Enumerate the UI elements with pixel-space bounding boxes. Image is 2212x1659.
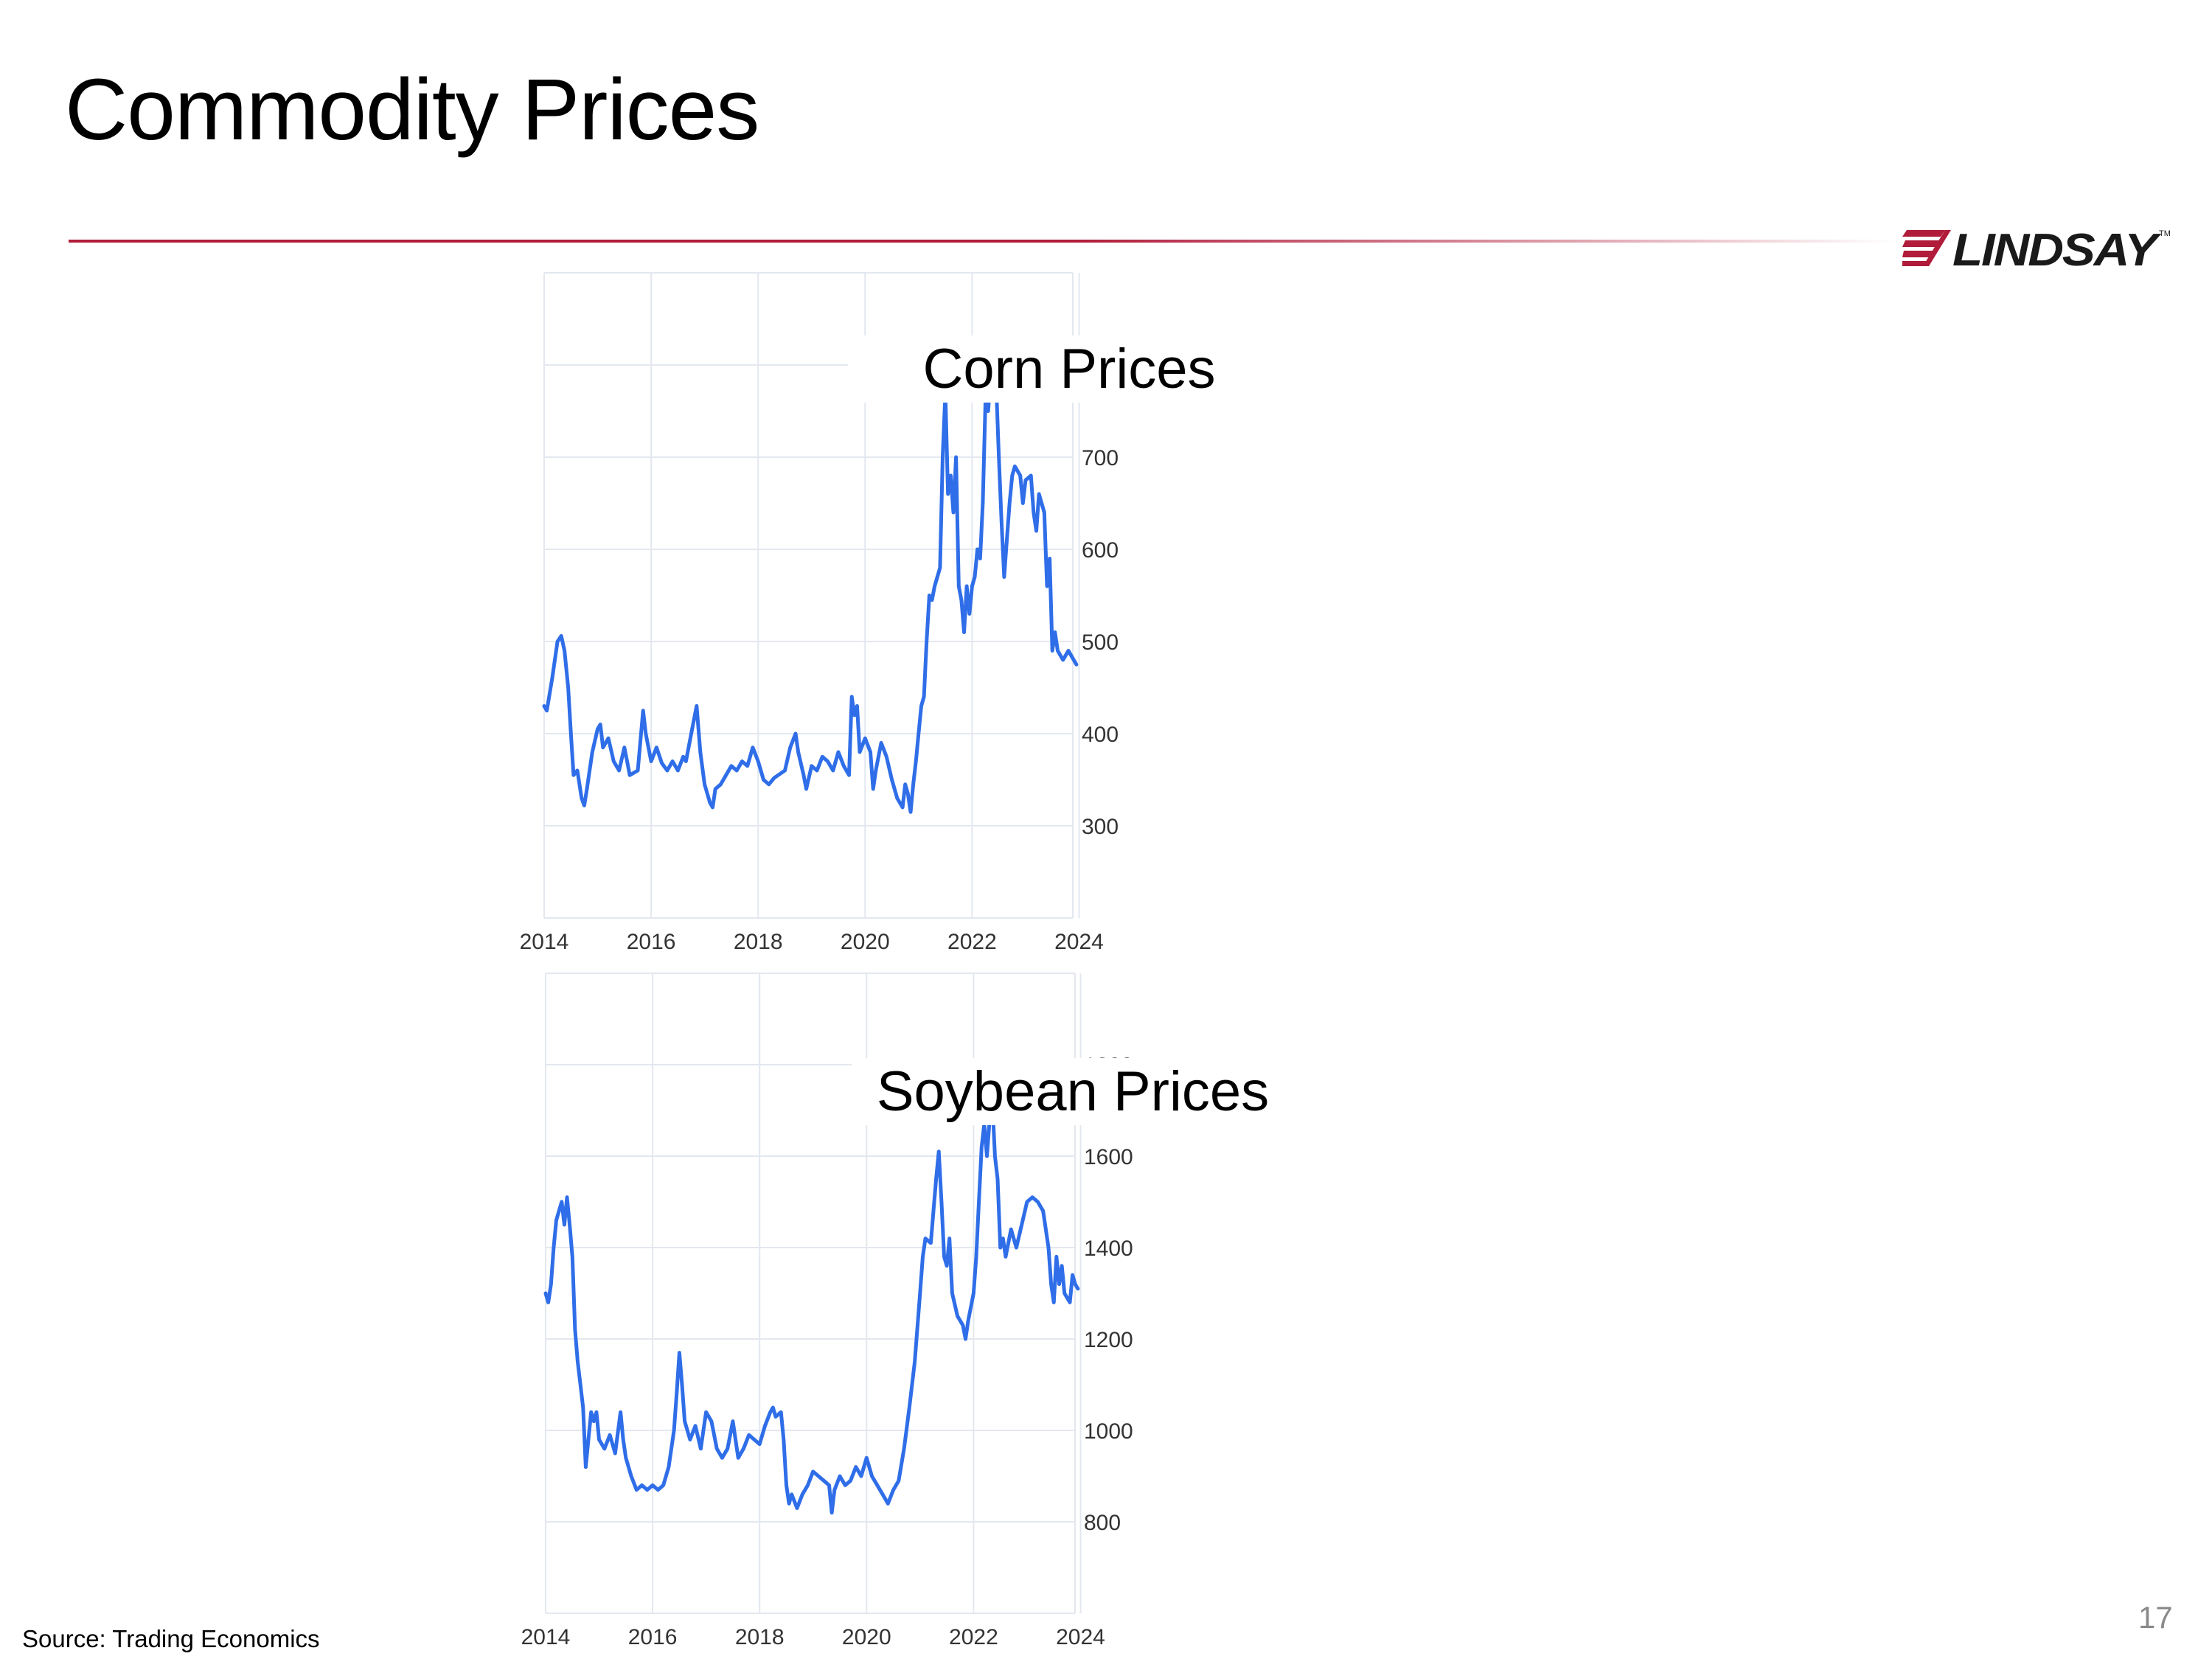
x-tick-label: 2014	[521, 1625, 571, 1649]
x-tick-label: 2016	[628, 1625, 678, 1649]
x-tick-label: 2014	[520, 930, 569, 954]
corn-price-chart: 2014201620182020202220243004005006007008…	[516, 272, 1150, 962]
soybean-chart-title: Soybean Prices	[852, 1058, 1294, 1126]
y-tick-label: 1400	[1084, 1237, 1133, 1261]
slide-title: Commodity Prices	[65, 61, 759, 159]
lindsay-logo: LINDSAY TM	[1902, 225, 2183, 276]
x-tick-label: 2022	[949, 1625, 998, 1649]
title-divider	[69, 240, 1897, 243]
x-tick-label: 2020	[841, 930, 890, 954]
x-tick-label: 2022	[947, 930, 997, 954]
corn-chart-title: Corn Prices	[848, 335, 1290, 403]
x-tick-label: 2018	[735, 1625, 785, 1649]
series-line-corn	[542, 349, 1079, 814]
y-tick-label: 500	[1082, 630, 1119, 655]
y-tick-label: 300	[1082, 815, 1119, 839]
y-tick-label: 1000	[1084, 1419, 1133, 1444]
source-note: Source: Trading Economics	[22, 1625, 320, 1652]
y-tick-label: 1200	[1084, 1328, 1133, 1352]
x-tick-label: 2018	[734, 930, 783, 954]
logo-wordmark: LINDSAY	[1952, 226, 2162, 268]
x-tick-label: 2016	[627, 930, 676, 954]
y-tick-label: 1600	[1084, 1145, 1133, 1169]
soybean-price-chart: 2014 2016 2018 2020 2022 2024 800 1000 1200 1400 1…	[516, 973, 1150, 1659]
y-tick-label: 400	[1082, 723, 1119, 747]
logo-mark-icon	[1902, 230, 1951, 266]
x-tick-label: 2020	[842, 1625, 891, 1649]
series-line-soybean	[543, 1099, 1080, 1515]
y-tick-label: 700	[1082, 446, 1119, 470]
x-tick-label: 2024	[1056, 1625, 1105, 1649]
page-number: 17	[2138, 1600, 2173, 1635]
logo-trademark: TM	[2159, 229, 2171, 238]
y-tick-label: 600	[1082, 538, 1119, 563]
y-tick-label: 800	[1084, 1511, 1121, 1535]
x-tick-label: 2024	[1054, 930, 1104, 954]
